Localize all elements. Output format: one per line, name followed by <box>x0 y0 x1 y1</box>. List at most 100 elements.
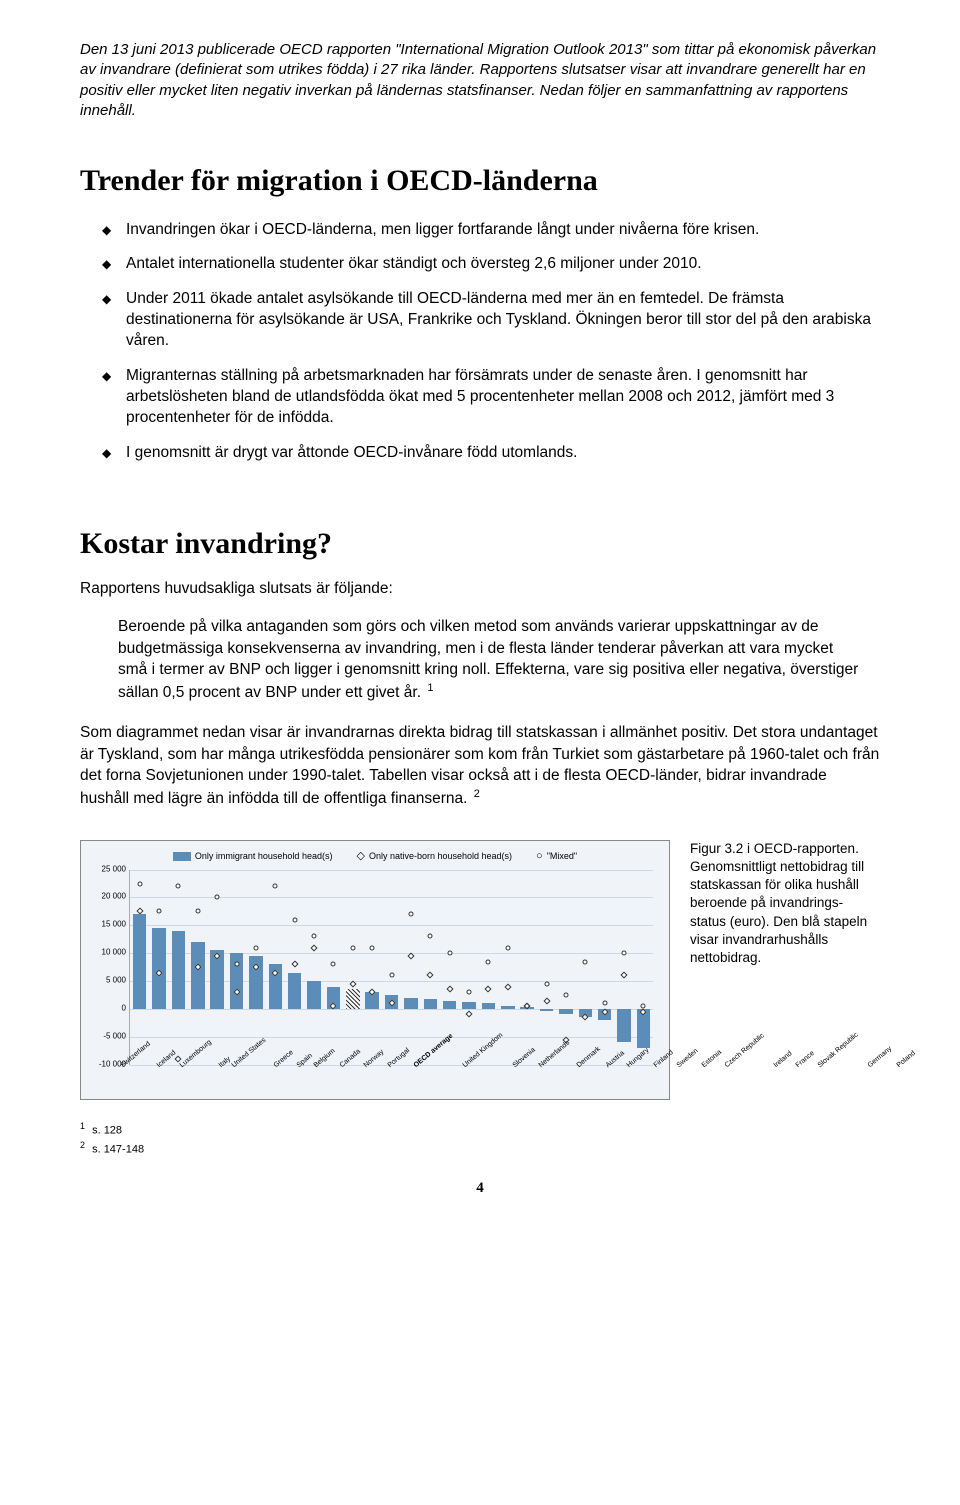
chart-bar <box>346 989 360 1009</box>
chart-bar <box>288 973 302 1009</box>
footnote-2-text: s. 147-148 <box>92 1144 144 1156</box>
legend-bar: Only immigrant household head(s) <box>173 849 333 864</box>
x-axis-labels: SwitzerlandIcelandLuxembourgItalyUnited … <box>119 1055 663 1097</box>
chart-bar <box>559 1009 573 1015</box>
y-tick-label: 20 000 <box>90 892 126 903</box>
footnote-1-text: s. 128 <box>92 1124 122 1136</box>
circle-marker <box>447 951 452 956</box>
chart-bar <box>443 1001 457 1009</box>
bar-slot <box>382 870 401 1065</box>
circle-marker <box>350 945 355 950</box>
circle-marker <box>215 895 220 900</box>
circle-marker <box>273 884 278 889</box>
chart-row: Only immigrant household head(s) ◇ Only … <box>80 840 880 1100</box>
bar-slot <box>227 870 246 1065</box>
chart-bar <box>307 981 321 1009</box>
circle-marker <box>467 990 472 995</box>
circle-marker <box>505 945 510 950</box>
circle-marker <box>195 909 200 914</box>
legend-bar-swatch <box>173 852 191 861</box>
intro-paragraph: Den 13 juni 2013 publicerade OECD rappor… <box>80 40 880 121</box>
chart-bar <box>424 999 438 1009</box>
page-number: 4 <box>80 1178 880 1198</box>
quote-text: Beroende på vilka antaganden som görs oc… <box>118 618 858 701</box>
circle-marker <box>176 884 181 889</box>
y-tick-label: 25 000 <box>90 864 126 875</box>
footnote-1: 1 s. 128 <box>80 1120 880 1139</box>
chart-bar <box>404 998 418 1009</box>
legend-circle: ○ "Mixed" <box>536 849 577 864</box>
circle-marker <box>292 917 297 922</box>
bar-slot <box>208 870 227 1065</box>
footnote-ref-2: 2 <box>474 788 480 800</box>
bullet-list: Invandringen ökar i OECD-länderna, men l… <box>108 220 880 464</box>
circle-marker <box>583 959 588 964</box>
diagram-paragraph: Som diagrammet nedan visar är invandrarn… <box>80 722 880 810</box>
legend-bar-label: Only immigrant household head(s) <box>195 850 333 862</box>
chart-bar <box>501 1006 515 1009</box>
diamond-marker <box>446 986 453 993</box>
diamond-marker <box>621 972 628 979</box>
circle-marker <box>602 1001 607 1006</box>
bullet-item: Under 2011 ökade antalet asylsökande til… <box>108 289 880 352</box>
bar-slot <box>266 870 285 1065</box>
y-tick-label: 15 000 <box>90 920 126 931</box>
footnote-2-num: 2 <box>80 1140 85 1150</box>
footnote-ref-1: 1 <box>427 682 433 694</box>
bar-slot <box>421 870 440 1065</box>
footnotes: 1 s. 128 2 s. 147-148 <box>80 1120 880 1158</box>
chart-bar <box>133 914 147 1009</box>
chart-bar <box>540 1009 554 1011</box>
bullet-item: Invandringen ökar i OECD-länderna, men l… <box>108 220 880 241</box>
chart-plot: 25 00020 00015 00010 0005 0000-5 000-10 … <box>129 870 653 1065</box>
y-tick-label: 0 <box>90 1004 126 1015</box>
chart-bar <box>172 931 186 1009</box>
diamond-marker <box>504 983 511 990</box>
bar-slot <box>401 870 420 1065</box>
diamond-marker <box>485 986 492 993</box>
circle-marker <box>563 992 568 997</box>
diamond-marker <box>427 972 434 979</box>
bar-slot <box>169 870 188 1065</box>
legend-diamond-label: Only native-born household head(s) <box>369 850 512 862</box>
y-tick-label: 10 000 <box>90 948 126 959</box>
circle-marker <box>544 981 549 986</box>
bar-slot <box>459 870 478 1065</box>
heading-kostar: Kostar invandring? <box>80 524 880 565</box>
circle-icon: ○ <box>536 849 543 864</box>
diamond-icon: ◇ <box>356 849 364 864</box>
circle-marker <box>312 934 317 939</box>
bar-slot <box>634 870 653 1065</box>
y-tick-label: -5 000 <box>90 1031 126 1042</box>
bar-slot <box>537 870 556 1065</box>
circle-marker <box>428 934 433 939</box>
bar-slot <box>363 870 382 1065</box>
bars-container <box>130 870 653 1065</box>
legend-diamond: ◇ Only native-born household head(s) <box>356 849 512 864</box>
circle-marker <box>486 959 491 964</box>
bar-slot <box>324 870 343 1065</box>
chart-legend: Only immigrant household head(s) ◇ Only … <box>91 849 659 864</box>
chart-bar <box>617 1009 631 1042</box>
bar-slot <box>188 870 207 1065</box>
slutsats-intro: Rapportens huvudsakliga slutsats är följ… <box>80 578 880 600</box>
diamond-marker <box>466 1011 473 1018</box>
bullet-item: I genomsnitt är drygt var åttonde OECD-i… <box>108 443 880 464</box>
diamond-marker <box>543 997 550 1004</box>
circle-marker <box>370 945 375 950</box>
circle-marker <box>253 945 258 950</box>
circle-marker <box>234 962 239 967</box>
bullet-item: Antalet internationella studenter ökar s… <box>108 254 880 275</box>
diamond-marker <box>407 952 414 959</box>
circle-marker <box>622 951 627 956</box>
bar-slot <box>130 870 149 1065</box>
circle-marker <box>408 912 413 917</box>
circle-marker <box>157 909 162 914</box>
chart-bar <box>191 942 205 1009</box>
bar-slot <box>614 870 633 1065</box>
block-quote: Beroende på vilka antaganden som görs oc… <box>118 616 880 704</box>
bar-slot <box>246 870 265 1065</box>
y-tick-label: 5 000 <box>90 976 126 987</box>
bar-slot <box>576 870 595 1065</box>
footnote-2: 2 s. 147-148 <box>80 1139 880 1158</box>
